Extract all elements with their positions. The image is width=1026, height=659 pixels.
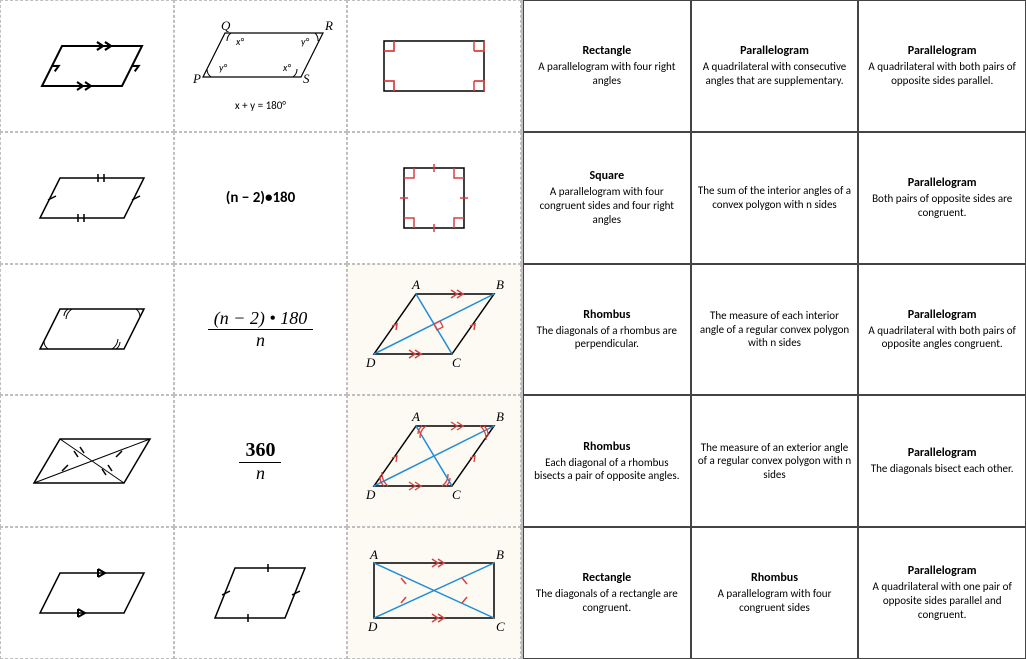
desc: A quadrilateral with both pairs of oppos… bbox=[865, 324, 1019, 352]
card-r4c1: RhombusEach diagonal of a rhombus bisect… bbox=[523, 395, 691, 527]
svg-text:B: B bbox=[496, 547, 504, 562]
desc: The sum of the interior angles of a conv… bbox=[698, 184, 852, 212]
lab-D: D bbox=[365, 355, 376, 370]
card-r5c2: RhombusA parallelogram with four congrue… bbox=[691, 527, 859, 659]
lab-A: A bbox=[411, 277, 420, 292]
card-r2c1: SquareA parallelogram with four congruen… bbox=[523, 132, 691, 264]
label-S: S bbox=[303, 71, 310, 86]
fig-parallelogram-opp-arrows bbox=[0, 0, 174, 132]
card-r1c1: RectangleA parallelogram with four right… bbox=[523, 0, 691, 132]
desc: A parallelogram with four congruent side… bbox=[530, 185, 684, 226]
svg-text:A: A bbox=[411, 409, 420, 424]
fig-parallelogram-congruent-sides bbox=[0, 132, 174, 264]
desc: Each diagonal of a rhombus bisects a pai… bbox=[530, 456, 684, 484]
title: Rectangle bbox=[582, 44, 631, 59]
fig-square-all bbox=[347, 132, 521, 264]
label-P: P bbox=[192, 71, 201, 86]
card-r2c2: The sum of the interior angles of a conv… bbox=[691, 132, 859, 264]
formula-xy180: x + y = 180° bbox=[235, 99, 286, 112]
label-Q: Q bbox=[221, 19, 231, 33]
card-r1c2: ParallelogramA quadrilateral with consec… bbox=[691, 0, 859, 132]
label-y1: y° bbox=[219, 61, 227, 74]
svg-text:D: D bbox=[367, 619, 378, 634]
fig-rhombus-plain-ticks bbox=[174, 527, 348, 659]
desc: The diagonals of a rectangle are congrue… bbox=[530, 587, 684, 615]
formula-exterior-each: 360 n bbox=[174, 395, 348, 527]
title: Square bbox=[589, 169, 624, 184]
fig-trapezoid-one-pair bbox=[0, 527, 174, 659]
title: Rhombus bbox=[583, 308, 630, 323]
card-r3c3: ParallelogramA quadrilateral with both p… bbox=[858, 264, 1026, 396]
label-x1: x° bbox=[282, 61, 291, 74]
title: Parallelogram bbox=[908, 564, 977, 579]
lab-C: C bbox=[452, 355, 461, 370]
title: Parallelogram bbox=[908, 44, 977, 59]
label-y2: y° bbox=[301, 35, 309, 48]
label-R: R bbox=[324, 19, 333, 33]
card-r3c2: The measure of each interior angle of a … bbox=[691, 264, 859, 396]
desc: A parallelogram with four right angles bbox=[530, 60, 684, 88]
desc: The measure of each interior angle of a … bbox=[698, 309, 852, 350]
desc: Both pairs of opposite sides are congrue… bbox=[865, 192, 1019, 220]
formula-interior-each: (n − 2) • 180 n bbox=[174, 264, 348, 396]
title: Parallelogram bbox=[908, 446, 977, 461]
card-r1c3: ParallelogramA quadrilateral with both p… bbox=[858, 0, 1026, 132]
lab-B: B bbox=[496, 277, 504, 292]
page-root: y° x° x° y° P S Q R x + y = 180° bbox=[0, 0, 1026, 659]
card-r5c1: RectangleThe diagonals of a rectangle ar… bbox=[523, 527, 691, 659]
fig-rectangle-right-angles bbox=[347, 0, 521, 132]
title: Rectangle bbox=[582, 571, 631, 586]
fig-parallelogram-opp-angles bbox=[0, 264, 174, 396]
svg-text:B: B bbox=[496, 409, 504, 424]
title: Parallelogram bbox=[908, 176, 977, 191]
desc: The measure of an exterior angle of a re… bbox=[698, 441, 852, 482]
desc: A parallelogram with four congruent side… bbox=[698, 587, 852, 615]
fig-parallelogram-diagonals-bisect bbox=[0, 395, 174, 527]
desc: A quadrilateral with one pair of opposit… bbox=[865, 580, 1019, 621]
svg-text:A: A bbox=[369, 547, 378, 562]
label-x2: x° bbox=[235, 35, 244, 48]
card-r4c2: The measure of an exterior angle of a re… bbox=[691, 395, 859, 527]
formula-n-2-180: (n − 2)•180 bbox=[226, 189, 296, 207]
desc: A quadrilateral with both pairs of oppos… bbox=[865, 60, 1019, 88]
fig-rectangle-diagonals-congruent: A B C D bbox=[347, 527, 521, 659]
fig-rhombus-perp-diagonals: A B C D bbox=[347, 264, 521, 396]
formula-sum-interior: (n − 2)•180 bbox=[174, 132, 348, 264]
fig-rhombus-bisect-angles: A B C D bbox=[347, 395, 521, 527]
card-r3c1: RhombusThe diagonals of a rhombus are pe… bbox=[523, 264, 691, 396]
fig-pqrs-supplementary: y° x° x° y° P S Q R x + y = 180° bbox=[174, 0, 348, 132]
title: Rhombus bbox=[751, 571, 798, 586]
card-r5c3: ParallelogramA quadrilateral with one pa… bbox=[858, 527, 1026, 659]
desc: A quadrilateral with consecutive angles … bbox=[698, 60, 852, 88]
frac-n2-180-over-n: (n − 2) • 180 n bbox=[208, 308, 313, 351]
figures-grid: y° x° x° y° P S Q R x + y = 180° bbox=[0, 0, 523, 659]
title: Parallelogram bbox=[740, 44, 809, 59]
frac-360-over-n: 360 n bbox=[239, 439, 281, 484]
svg-text:C: C bbox=[496, 619, 505, 634]
definitions-grid: RectangleA parallelogram with four right… bbox=[523, 0, 1026, 659]
desc: The diagonals bisect each other. bbox=[871, 462, 1014, 476]
title: Parallelogram bbox=[908, 308, 977, 323]
desc: The diagonals of a rhombus are perpendic… bbox=[530, 324, 684, 352]
card-r2c3: ParallelogramBoth pairs of opposite side… bbox=[858, 132, 1026, 264]
svg-text:C: C bbox=[452, 487, 461, 502]
svg-text:D: D bbox=[365, 487, 376, 502]
card-r4c3: ParallelogramThe diagonals bisect each o… bbox=[858, 395, 1026, 527]
title: Rhombus bbox=[583, 440, 630, 455]
